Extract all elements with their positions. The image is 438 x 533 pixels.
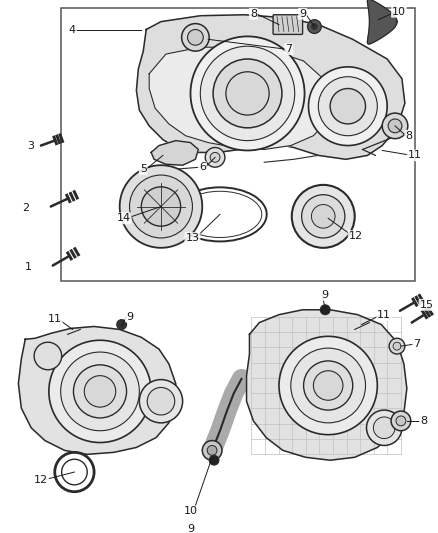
Circle shape — [207, 446, 217, 455]
Polygon shape — [136, 15, 405, 159]
Circle shape — [330, 88, 366, 124]
Circle shape — [120, 165, 202, 248]
Circle shape — [382, 113, 408, 139]
Circle shape — [302, 195, 345, 238]
Circle shape — [307, 20, 321, 34]
Circle shape — [292, 185, 355, 248]
Circle shape — [210, 152, 220, 162]
Circle shape — [191, 36, 304, 150]
Text: 11: 11 — [48, 313, 62, 324]
Circle shape — [141, 187, 180, 226]
Circle shape — [84, 376, 116, 407]
Circle shape — [279, 336, 377, 434]
Circle shape — [308, 67, 387, 146]
Text: 9: 9 — [187, 524, 194, 533]
Text: 6: 6 — [199, 162, 206, 172]
Circle shape — [209, 455, 219, 465]
Polygon shape — [149, 47, 333, 149]
Circle shape — [34, 342, 62, 370]
Text: 9: 9 — [321, 290, 329, 300]
Text: 8: 8 — [420, 416, 427, 426]
Text: 12: 12 — [34, 475, 48, 485]
Text: 12: 12 — [349, 231, 363, 241]
Text: 10: 10 — [392, 7, 406, 17]
Circle shape — [130, 175, 192, 238]
FancyBboxPatch shape — [273, 15, 303, 35]
Circle shape — [373, 417, 395, 439]
Text: 11: 11 — [408, 150, 422, 160]
Circle shape — [304, 361, 353, 410]
Text: 2: 2 — [22, 204, 29, 214]
Circle shape — [187, 29, 203, 45]
Circle shape — [139, 379, 183, 423]
Circle shape — [226, 72, 269, 115]
Circle shape — [61, 352, 139, 431]
Text: 9: 9 — [299, 9, 306, 19]
Text: 5: 5 — [140, 164, 147, 174]
Text: 7: 7 — [413, 339, 420, 349]
Circle shape — [205, 148, 225, 167]
Text: 10: 10 — [184, 506, 198, 516]
Circle shape — [74, 365, 127, 418]
Circle shape — [320, 305, 330, 314]
Circle shape — [396, 416, 406, 426]
Circle shape — [393, 342, 401, 350]
Text: 11: 11 — [377, 310, 391, 320]
Text: 8: 8 — [405, 131, 412, 141]
Circle shape — [391, 411, 411, 431]
Polygon shape — [151, 141, 198, 165]
Circle shape — [49, 340, 151, 442]
Text: 4: 4 — [69, 25, 76, 35]
Text: 9: 9 — [126, 312, 133, 321]
Circle shape — [318, 77, 377, 136]
Text: 7: 7 — [285, 44, 293, 54]
Circle shape — [311, 205, 335, 228]
Circle shape — [291, 348, 366, 423]
Text: 1: 1 — [25, 262, 32, 272]
Circle shape — [314, 371, 343, 400]
Polygon shape — [247, 310, 407, 460]
Circle shape — [389, 338, 405, 354]
Text: 15: 15 — [420, 300, 434, 310]
Text: 3: 3 — [28, 141, 35, 150]
Circle shape — [200, 46, 295, 141]
Bar — [61, 8, 415, 281]
Polygon shape — [367, 0, 397, 44]
Circle shape — [388, 119, 402, 133]
Circle shape — [213, 59, 282, 128]
Circle shape — [182, 23, 209, 51]
Text: 13: 13 — [185, 233, 199, 243]
Text: 8: 8 — [250, 9, 257, 19]
Circle shape — [367, 410, 402, 446]
Circle shape — [117, 320, 127, 329]
Polygon shape — [18, 327, 176, 454]
Circle shape — [311, 23, 318, 29]
Circle shape — [202, 441, 222, 460]
Circle shape — [147, 387, 175, 415]
Text: 14: 14 — [117, 213, 131, 223]
